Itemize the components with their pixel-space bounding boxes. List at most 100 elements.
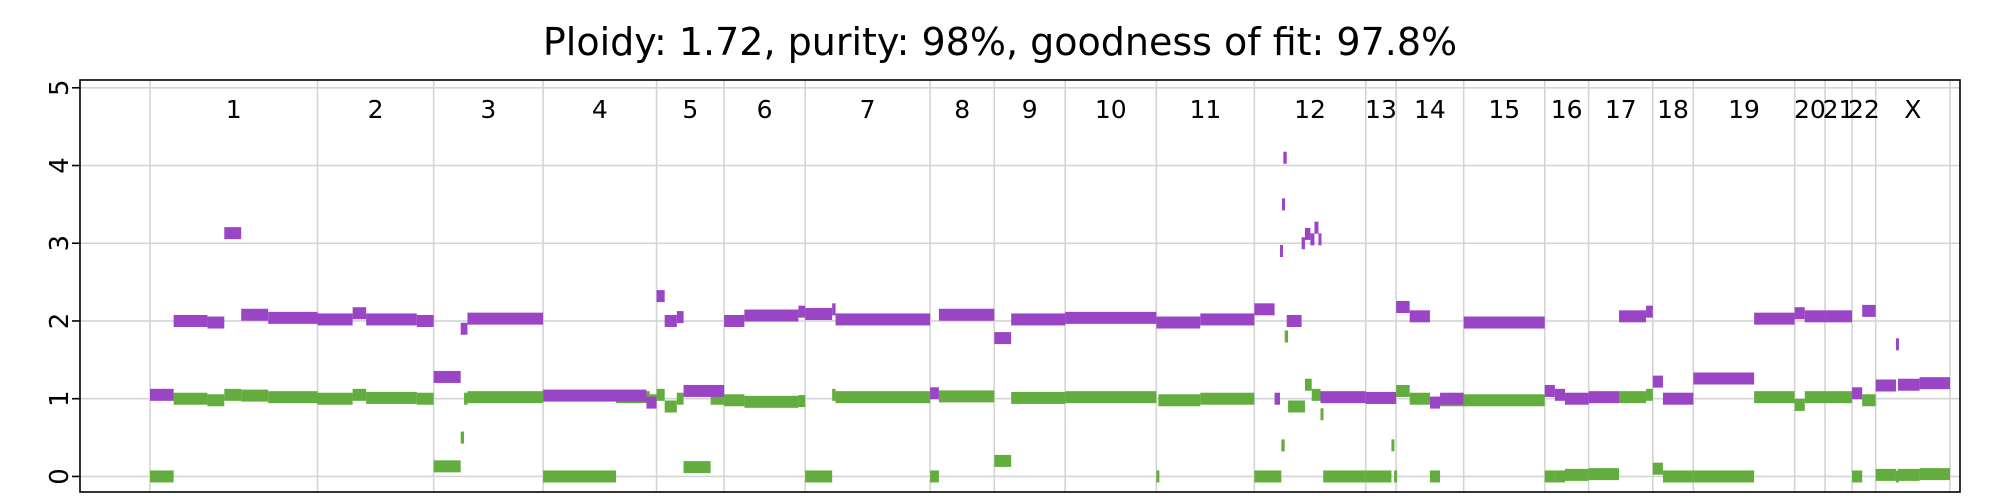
minor-segment xyxy=(241,389,269,402)
minor-segment xyxy=(1158,394,1201,407)
chromosome-label: 13 xyxy=(1365,95,1397,124)
major-segment xyxy=(1320,391,1332,404)
major-segment xyxy=(1565,392,1589,405)
chromosome-label: 10 xyxy=(1095,95,1127,124)
minor-segment xyxy=(724,394,745,407)
y-tick-label: 3 xyxy=(45,235,75,252)
minor-segment xyxy=(1156,470,1160,483)
minor-segment xyxy=(1304,378,1312,391)
minor-segment xyxy=(1619,391,1647,404)
chromosome-label: 9 xyxy=(1022,95,1038,124)
major-segment xyxy=(1429,396,1441,409)
major-segment xyxy=(1065,311,1157,324)
major-segment xyxy=(268,311,318,324)
major-segment xyxy=(930,387,939,400)
major-segment xyxy=(207,316,225,329)
major-segment xyxy=(664,314,677,327)
major-segment xyxy=(646,396,657,409)
major-segment xyxy=(1825,310,1853,323)
minor-segment xyxy=(832,388,836,401)
minor-segment xyxy=(1804,391,1826,404)
chromosome-label: 3 xyxy=(480,95,496,124)
minor-segment xyxy=(1365,470,1392,483)
minor-segment xyxy=(1544,470,1555,483)
minor-segment xyxy=(930,470,939,483)
minor-segment xyxy=(1754,391,1795,404)
chromosome-label: 11 xyxy=(1189,95,1221,124)
y-tick-label: 5 xyxy=(45,80,75,97)
major-segment xyxy=(1286,314,1302,327)
minor-segment xyxy=(352,388,367,401)
minor-segment xyxy=(994,454,1012,467)
major-segment xyxy=(352,307,367,320)
minor-segment xyxy=(1693,470,1755,483)
major-segment xyxy=(1919,377,1950,390)
chromosome-label: 16 xyxy=(1551,95,1583,124)
major-segment xyxy=(683,384,725,397)
chromosome-label: 22 xyxy=(1848,95,1880,124)
minor-segment xyxy=(1254,470,1282,483)
minor-segment xyxy=(1323,470,1366,483)
major-copy-number-series xyxy=(150,151,1950,409)
major-segment xyxy=(1804,310,1826,323)
major-segment xyxy=(1895,338,1899,351)
chromosome-label: 1 xyxy=(226,95,242,124)
minor-segment xyxy=(656,388,665,401)
minor-segment xyxy=(1862,394,1876,407)
minor-segment xyxy=(1588,468,1620,481)
major-segment xyxy=(1662,392,1694,405)
major-segment xyxy=(1794,307,1805,320)
y-axis: 0 1 2 3 4 5 xyxy=(45,80,80,485)
major-segment xyxy=(1862,304,1876,317)
y-tick-label: 1 xyxy=(45,390,75,407)
minor-segment xyxy=(1554,470,1566,483)
major-segment xyxy=(1544,384,1555,397)
major-segment xyxy=(724,314,745,327)
minor-segment xyxy=(268,391,318,404)
minor-segment xyxy=(467,391,544,404)
chromosome-label: 18 xyxy=(1657,95,1689,124)
minor-segment xyxy=(173,392,208,405)
major-segment xyxy=(1301,237,1305,250)
minor-segment xyxy=(1409,392,1430,405)
major-segment xyxy=(832,303,836,316)
minor-segment xyxy=(224,388,242,401)
major-segment xyxy=(1396,300,1410,313)
major-segment xyxy=(994,332,1012,345)
minor-segment xyxy=(744,395,799,408)
minor-segment xyxy=(1852,470,1863,483)
minor-segment xyxy=(464,392,468,405)
minor-segment xyxy=(207,394,225,407)
minor-segment xyxy=(1065,391,1157,404)
minor-segment xyxy=(317,392,353,405)
major-segment xyxy=(1619,310,1647,323)
minor-segment xyxy=(1200,392,1255,405)
major-segment xyxy=(1310,233,1315,246)
minor-segment xyxy=(683,461,711,474)
minor-segment xyxy=(1320,408,1324,421)
minor-segment xyxy=(1646,388,1653,401)
chromosome-label: 5 xyxy=(682,95,698,124)
minor-segment xyxy=(805,470,833,483)
major-segment xyxy=(1875,379,1896,392)
major-segment xyxy=(1897,378,1920,391)
minor-segment xyxy=(1919,468,1950,481)
major-segment xyxy=(1646,305,1653,318)
major-segment xyxy=(835,313,931,326)
major-segment xyxy=(150,388,174,401)
major-segment xyxy=(1318,233,1322,246)
minor-segment xyxy=(1875,468,1896,481)
chromosome-label: 12 xyxy=(1294,95,1326,124)
major-segment xyxy=(1588,391,1620,404)
chart-title: Ploidy: 1.72, purity: 98%, goodness of f… xyxy=(543,20,1457,64)
chromosome-label: 20 xyxy=(1794,95,1826,124)
minor-copy-number-series xyxy=(150,330,1950,483)
major-segment xyxy=(317,313,353,326)
major-segment xyxy=(1304,227,1311,240)
major-segment xyxy=(1852,387,1863,400)
major-segment xyxy=(1754,312,1795,325)
chromosome-label: 19 xyxy=(1728,95,1760,124)
major-segment xyxy=(224,227,242,240)
minor-segment xyxy=(1895,470,1899,483)
